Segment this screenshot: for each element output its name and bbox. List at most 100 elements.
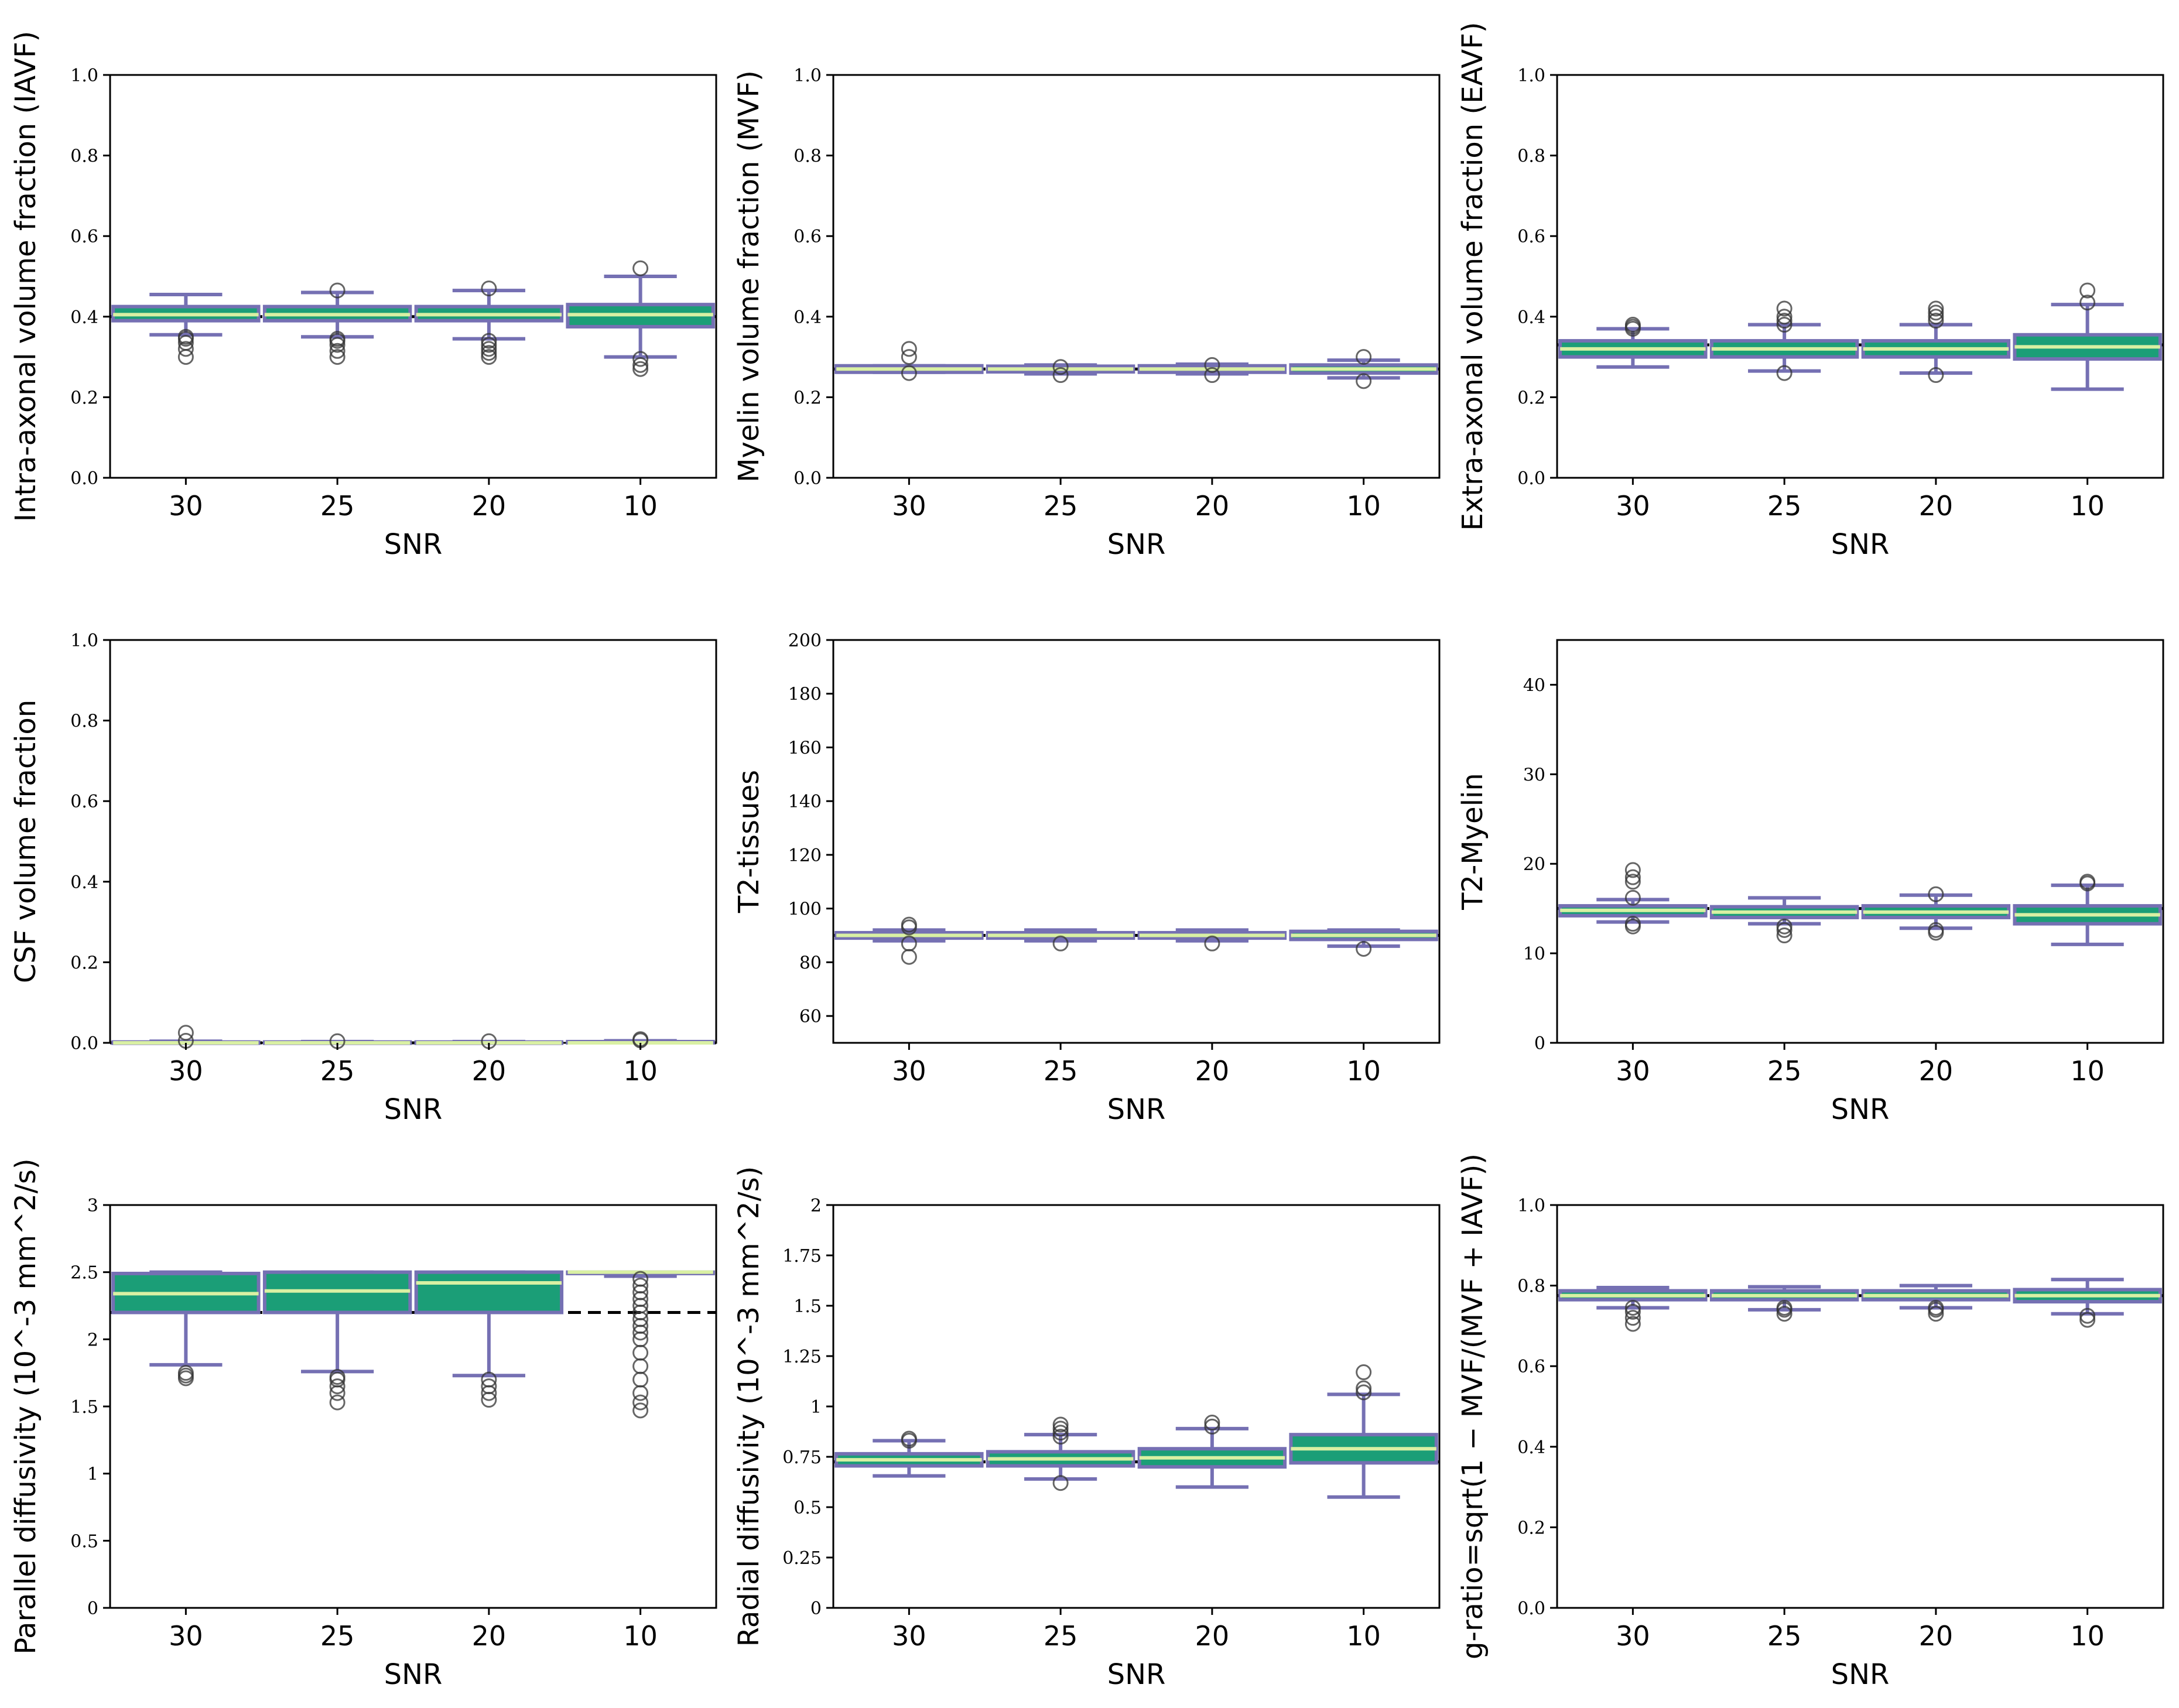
outlier-point	[1204, 1415, 1220, 1431]
outlier-point	[1776, 1306, 1793, 1322]
box-25	[986, 928, 1135, 951]
x-tick-label: 20	[472, 1055, 507, 1087]
x-tick-label: 30	[892, 1620, 926, 1652]
outlier-point	[329, 1378, 346, 1395]
outlier-point	[901, 341, 917, 357]
y-tick-label: 10	[1523, 944, 1545, 964]
outlier-point	[2079, 295, 2096, 311]
y-tick-label: 0.0	[793, 468, 822, 489]
y-tick-label: 0.2	[70, 388, 98, 408]
y-axis-title: Radial diffusivity (10^-3 mm^2/s)	[733, 1166, 765, 1647]
y-tick-label: 1.0	[70, 631, 98, 651]
y-tick-label: 1	[87, 1464, 98, 1485]
outlier-point	[481, 345, 497, 361]
axes-frame	[832, 1204, 1441, 1609]
outlier-point	[632, 1371, 649, 1388]
y-tick-label: 20	[1523, 854, 1545, 875]
outlier-point	[1776, 317, 1793, 333]
outlier-point	[1624, 317, 1641, 333]
outlier-point	[632, 1271, 649, 1287]
subplot-9: 0.0 0.2 0.4 0.6 0.8 1.0 30 25 20 10 SNR g-ratio=sqr…	[1456, 1154, 2164, 1691]
outlier-point	[901, 349, 917, 365]
outlier-point	[1928, 313, 1944, 329]
outlier-point	[1624, 1316, 1641, 1332]
box-25	[262, 282, 412, 365]
outlier-point	[1052, 1425, 1069, 1441]
x-tick-label: 30	[169, 1620, 203, 1652]
x-tick-label: 10	[623, 1055, 658, 1087]
y-tick-label: 0.0	[1517, 468, 1545, 489]
outlier-point	[481, 341, 497, 357]
y-tick-label: 0.6	[1517, 1357, 1545, 1377]
x-axis-title: SNR	[384, 1093, 443, 1126]
outlier-point	[632, 1402, 649, 1419]
y-tick-label: 1.0	[70, 66, 98, 86]
y-axis-title: Intra-axonal volume fraction (IAVF)	[9, 31, 42, 522]
outlier-point	[1052, 1416, 1069, 1433]
outlier-point	[329, 282, 346, 299]
outlier-point	[1928, 309, 1944, 325]
x-axis-title: SNR	[1831, 1093, 1890, 1126]
box-30	[1558, 862, 1708, 935]
x-axis-title: SNR	[1107, 1093, 1166, 1126]
box-30	[834, 341, 984, 381]
outlier-point	[1776, 313, 1793, 329]
outlier-point	[481, 1371, 497, 1388]
subplot-5: 60 80 100 120 140 160 180 200 30 25 20 10 SNR T2-tiss…	[733, 631, 1441, 1126]
x-tick-label: 25	[1044, 490, 1078, 522]
outlier-point	[901, 949, 917, 965]
outlier-point	[632, 361, 649, 377]
y-tick-label: 1.5	[70, 1397, 98, 1418]
outlier-point	[1624, 874, 1641, 890]
y-tick-label: 40	[1523, 675, 1545, 696]
x-tick-label: 20	[1195, 490, 1230, 522]
y-tick-label: 0.2	[793, 388, 822, 408]
y-tick-label: 0.8	[1517, 1276, 1545, 1297]
outlier-point	[901, 1430, 917, 1447]
box-20	[1137, 928, 1287, 951]
subplot-6: 0 10 20 30 40 30 25 20 10 SNR T2-Myelin	[1456, 639, 2164, 1126]
x-tick-label: 25	[320, 1620, 355, 1652]
box-25	[1709, 896, 1859, 944]
outlier-point	[329, 331, 346, 347]
x-tick-label: 25	[1044, 1620, 1078, 1652]
y-tick-label: 1	[810, 1397, 822, 1418]
outlier-point	[1052, 935, 1069, 951]
x-tick-label: 20	[1919, 1620, 1954, 1652]
box-30	[111, 1270, 261, 1387]
outlier-point	[1052, 1429, 1069, 1445]
outlier-point	[177, 328, 194, 345]
outlier-point	[1204, 935, 1220, 951]
outlier-point	[481, 337, 497, 353]
y-axis-title: Parallel diffusivity (10^-3 mm^2/s)	[9, 1158, 42, 1654]
axes-frame	[109, 74, 717, 479]
y-tick-label: 0.6	[793, 227, 822, 247]
outlier-point	[1624, 1310, 1641, 1326]
outlier-point	[632, 1358, 649, 1374]
outlier-point	[1776, 1299, 1793, 1316]
outlier-point	[1928, 300, 1944, 317]
box-10	[1289, 1364, 1438, 1499]
outlier-point	[1624, 869, 1641, 885]
outlier-point	[177, 1025, 194, 1041]
outlier-point	[481, 280, 497, 297]
x-axis-title: SNR	[1831, 528, 1890, 561]
outlier-point	[177, 1365, 194, 1381]
y-tick-label: 1.0	[793, 66, 822, 86]
y-tick-label: 0.4	[70, 872, 98, 893]
y-tick-label: 0.8	[793, 146, 822, 167]
outlier-point	[2079, 874, 2096, 890]
outlier-point	[1204, 357, 1220, 373]
outlier-point	[481, 349, 497, 365]
y-axis-title: Extra-axonal volume fraction (EAVF)	[1456, 22, 1489, 531]
outlier-point	[1204, 1418, 1220, 1435]
outlier-point	[1928, 922, 1944, 938]
outlier-point	[1052, 367, 1069, 384]
y-tick-label: 0.2	[1517, 388, 1545, 408]
box-20	[1137, 1415, 1287, 1489]
outlier-point	[329, 1369, 346, 1385]
subplot-2: 0.0 0.2 0.4 0.6 0.8 1.0 30 25 20 10 SNR Myelin volu…	[733, 66, 1441, 561]
x-axis-title: SNR	[1831, 1658, 1890, 1691]
x-tick-label: 20	[1919, 1055, 1954, 1087]
